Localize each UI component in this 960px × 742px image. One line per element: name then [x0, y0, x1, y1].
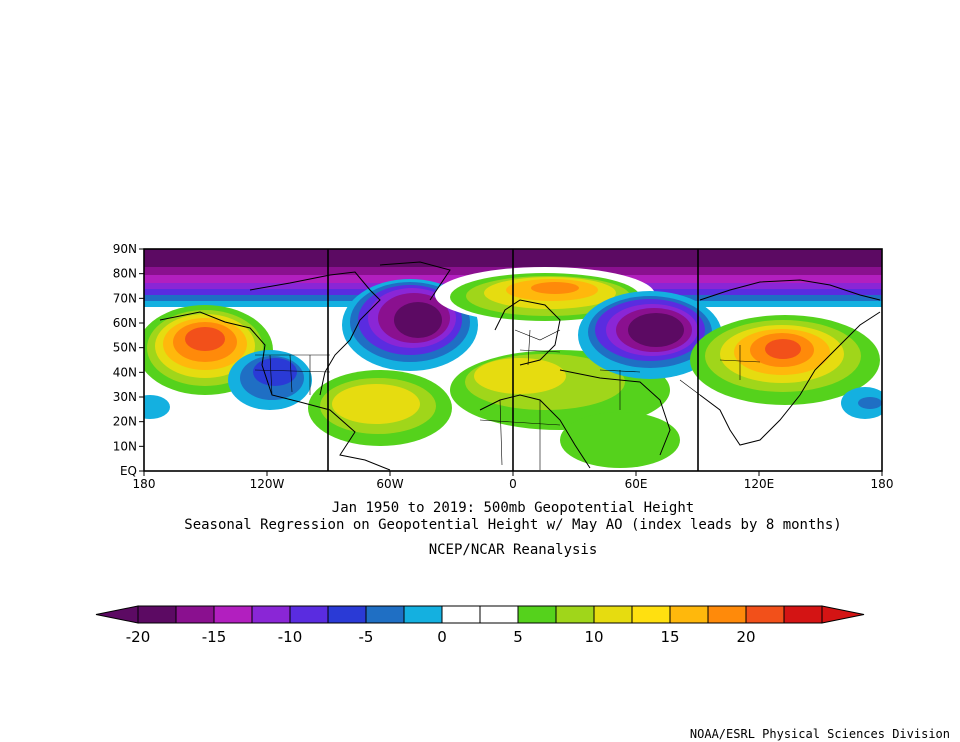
colorbar-tick-label: -10	[278, 628, 303, 646]
subtropical-atlantic-high	[308, 370, 452, 446]
colorbar-tick-label: 10	[584, 628, 603, 646]
colorbar-swatch	[441, 605, 481, 624]
colorbar-swatch	[137, 605, 177, 624]
lat-label: 80N	[113, 267, 137, 281]
map-panel	[144, 249, 882, 471]
colorbar-right-arrow	[821, 605, 865, 624]
colorbar-swatch	[175, 605, 215, 624]
lat-label: 60N	[113, 316, 137, 330]
lat-label: 90N	[113, 242, 137, 256]
colorbar-swatch	[631, 605, 671, 624]
lon-label: 180	[133, 477, 156, 491]
colorbar-tick-label: 0	[437, 628, 447, 646]
colorbar-swatch	[479, 605, 519, 624]
colorbar-swatch	[517, 605, 557, 624]
caption-line3: NCEP/NCAR Reanalysis	[429, 542, 598, 558]
lat-label: 50N	[113, 341, 137, 355]
lat-label: EQ	[120, 464, 137, 478]
lat-label: 70N	[113, 291, 137, 305]
lon-label: 120E	[744, 477, 775, 491]
lon-label: 60W	[376, 477, 403, 491]
colorbar-swatch	[251, 605, 291, 624]
credit-text: NOAA/ESRL Physical Sciences Division	[690, 727, 950, 741]
colorbar-swatch	[403, 605, 443, 624]
lon-axis: 180 120W 60W 0 60E 120E 180	[133, 471, 894, 491]
colorbar-swatch	[327, 605, 367, 624]
colorbar-left-arrow	[95, 605, 139, 624]
lon-label: 120W	[250, 477, 285, 491]
colorbar	[95, 605, 865, 624]
lat-label: 40N	[113, 365, 137, 379]
colorbar-tick-label: -20	[126, 628, 151, 646]
colorbar-tick-label: -5	[359, 628, 374, 646]
siberian-low	[578, 291, 722, 379]
colorbar-swatch	[669, 605, 709, 624]
colorbar-tick-label: 20	[736, 628, 755, 646]
colorbar-swatch	[555, 605, 595, 624]
colorbar-tick-label: 15	[660, 628, 679, 646]
western-us-low	[228, 350, 312, 410]
lat-axis: 90N 80N 70N 60N 50N 40N 30N 20N 10N EQ	[113, 242, 144, 478]
lon-label: 0	[509, 477, 517, 491]
tropical-pacific-lows	[144, 387, 882, 419]
caption-line1: Jan 1950 to 2019: 500mb Geopotential Hei…	[332, 500, 694, 516]
colorbar-ticks: -20 -15 -10 -5 0 5 10 15 20	[126, 628, 756, 646]
colorbar-swatch	[213, 605, 253, 624]
lat-label: 20N	[113, 415, 137, 429]
east-asia-high	[690, 315, 880, 405]
lon-label: 60E	[625, 477, 648, 491]
colorbar-tick-label: 5	[513, 628, 523, 646]
lat-label: 10N	[113, 439, 137, 453]
country-borders	[254, 329, 761, 470]
colorbar-swatch	[707, 605, 747, 624]
lat-label: 30N	[113, 390, 137, 404]
caption-line2: Seasonal Regression on Geopotential Heig…	[184, 517, 841, 533]
lon-label: 180	[871, 477, 894, 491]
colorbar-swatch	[289, 605, 329, 624]
colorbar-tick-label: -15	[202, 628, 227, 646]
colorbar-swatch	[365, 605, 405, 624]
colorbar-swatch	[745, 605, 785, 624]
colorbar-swatch	[783, 605, 823, 624]
colorbar-swatch	[593, 605, 633, 624]
